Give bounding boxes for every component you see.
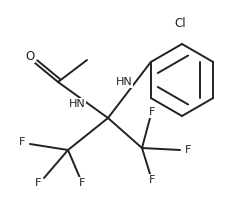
Text: F: F [19,137,25,147]
Text: HN: HN [116,77,133,87]
Text: F: F [149,107,155,117]
Text: F: F [35,178,41,188]
Text: F: F [185,145,191,155]
Text: F: F [79,178,85,188]
Text: HN: HN [69,99,85,109]
Text: F: F [149,175,155,185]
Text: O: O [25,49,35,62]
Text: Cl: Cl [174,17,186,30]
